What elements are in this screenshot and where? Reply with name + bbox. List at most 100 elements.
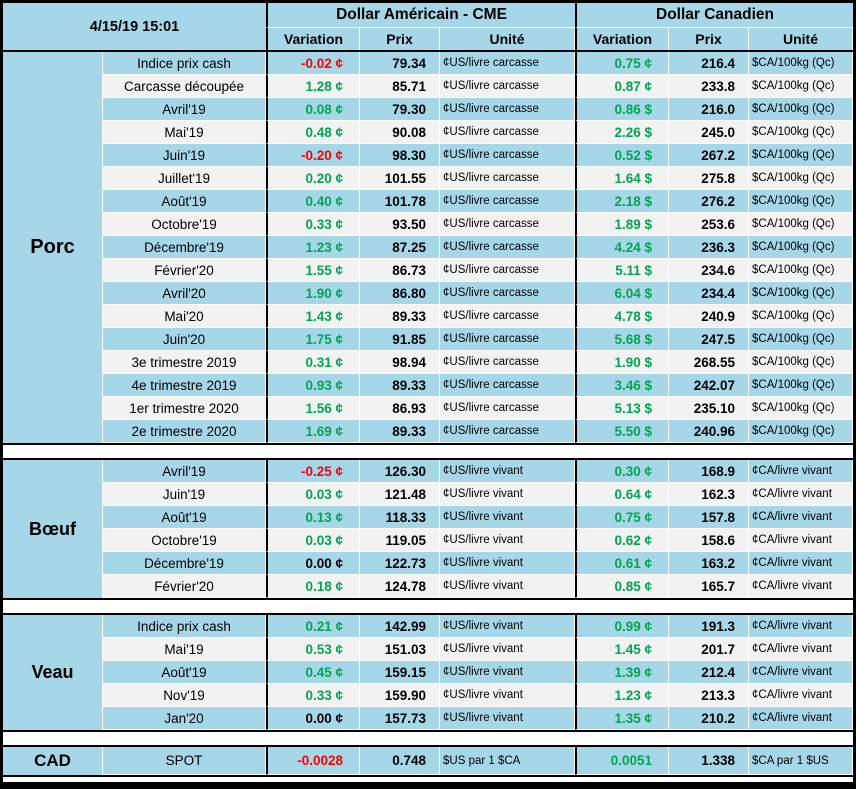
cad-variation-cell: 0.61 ¢ <box>575 552 669 575</box>
cad-unit-cell: $CA/100kg (Qc) <box>749 190 853 213</box>
usd-variation-cell: 0.08 ¢ <box>266 98 360 121</box>
usd-price-cell: 91.85 <box>360 328 440 351</box>
cad-unit-cell: $CA/100kg (Qc) <box>749 98 853 121</box>
usd-unit-cell: ¢US/livre carcasse <box>440 328 575 351</box>
usd-variation-cell: 1.69 ¢ <box>266 420 360 443</box>
row-label-cell: 3e trimestre 2019 <box>103 351 266 374</box>
row-label-cell: Juin'20 <box>103 328 266 351</box>
usd-variation-cell: 1.23 ¢ <box>266 236 360 259</box>
usd-unit-cell: ¢US/livre vivant <box>440 552 575 575</box>
cad-unit-cell: $CA/100kg (Qc) <box>749 282 853 305</box>
cad-unit-cell: ¢CA/livre vivant <box>749 483 853 506</box>
cad-variation-cell: 0.52 $ <box>575 144 669 167</box>
usd-price-cell: 126.30 <box>360 460 440 483</box>
cad-unit-cell: $CA/100kg (Qc) <box>749 328 853 351</box>
usd-unit-cell: ¢US/livre carcasse <box>440 121 575 144</box>
cad-price-cell: 233.8 <box>669 75 749 98</box>
cad-unit-cell: $CA/100kg (Qc) <box>749 52 853 75</box>
usd-unit-cell: ¢US/livre carcasse <box>440 374 575 397</box>
usd-variation-cell: 0.40 ¢ <box>266 190 360 213</box>
cad-unit-cell: ¢CA/livre vivant <box>749 684 853 707</box>
usd-unit-cell: ¢US/livre carcasse <box>440 98 575 121</box>
usd-unit-cell: ¢US/livre vivant <box>440 661 575 684</box>
usd-unit-cell: ¢US/livre carcasse <box>440 282 575 305</box>
cad-price-cell: 1.338 <box>669 747 749 775</box>
usd-unit-cell: ¢US/livre vivant <box>440 506 575 529</box>
cad-variation-cell: 5.68 $ <box>575 328 669 351</box>
usd-variation-cell: 0.48 ¢ <box>266 121 360 144</box>
cad-unit-cell: $CA/100kg (Qc) <box>749 351 853 374</box>
usd-price-cell: 122.73 <box>360 552 440 575</box>
cad-unit-cell: ¢CA/livre vivant <box>749 552 853 575</box>
row-label-cell: Octobre'19 <box>103 213 266 236</box>
row-label-cell: Juillet'19 <box>103 167 266 190</box>
usd-price-cell: 90.08 <box>360 121 440 144</box>
row-label-cell: Décembre'19 <box>103 236 266 259</box>
row-label-cell: Juin'19 <box>103 483 266 506</box>
cad-price-cell: 235.10 <box>669 397 749 420</box>
cad-variation-cell: 5.50 $ <box>575 420 669 443</box>
cad-prix-header: Prix <box>669 28 749 50</box>
cad-variation-cell: 1.35 ¢ <box>575 707 669 730</box>
cad-variation-cell: 4.78 $ <box>575 305 669 328</box>
commodity-section: Veau Indice prix cash 0.21 ¢ 142.99 ¢US/livr… <box>3 615 853 730</box>
cad-variation-cell: 1.64 $ <box>575 167 669 190</box>
cad-price-cell: 234.4 <box>669 282 749 305</box>
usd-variation-cell: 0.00 ¢ <box>266 707 360 730</box>
row-label-cell: 1er trimestre 2020 <box>103 397 266 420</box>
usd-unit-cell: ¢US/livre carcasse <box>440 75 575 98</box>
usd-variation-cell: 1.90 ¢ <box>266 282 360 305</box>
usd-variation-cell: 0.20 ¢ <box>266 167 360 190</box>
usd-price-cell: 157.73 <box>360 707 440 730</box>
usd-unite-header: Unité <box>440 28 575 50</box>
cad-price-cell: 240.96 <box>669 420 749 443</box>
row-label-cell: Août'19 <box>103 506 266 529</box>
cad-unit-cell: ¢CA/livre vivant <box>749 460 853 483</box>
cad-variation-cell: 1.90 $ <box>575 351 669 374</box>
usd-unit-cell: ¢US/livre carcasse <box>440 236 575 259</box>
cad-price-cell: 157.8 <box>669 506 749 529</box>
cad-variation-cell: 0.75 ¢ <box>575 52 669 75</box>
usd-variation-cell: 0.03 ¢ <box>266 529 360 552</box>
usd-unit-cell: ¢US/livre vivant <box>440 615 575 638</box>
usd-variation-cell: -0.20 ¢ <box>266 144 360 167</box>
usd-price-cell: 86.80 <box>360 282 440 305</box>
bottom-strip <box>3 775 853 782</box>
usd-price-cell: 159.15 <box>360 661 440 684</box>
usd-price-cell: 124.78 <box>360 575 440 598</box>
cad-price-cell: 163.2 <box>669 552 749 575</box>
cad-unite-header: Unité <box>749 28 853 50</box>
usd-variation-cell: 0.13 ¢ <box>266 506 360 529</box>
usd-price-cell: 0.748 <box>360 747 440 775</box>
section-label: Bœuf <box>3 460 103 598</box>
usd-variation-cell: -0.0028 <box>266 747 360 775</box>
usd-price-cell: 79.34 <box>360 52 440 75</box>
usd-unit-cell: ¢US/livre carcasse <box>440 397 575 420</box>
usd-price-cell: 101.78 <box>360 190 440 213</box>
cad-variation-cell: 1.39 ¢ <box>575 661 669 684</box>
cad-price-cell: 162.3 <box>669 483 749 506</box>
cad-unit-cell: $CA/100kg (Qc) <box>749 374 853 397</box>
row-label-cell: Nov'19 <box>103 684 266 707</box>
usd-variation-cell: 1.55 ¢ <box>266 259 360 282</box>
usd-variation-cell: 0.21 ¢ <box>266 615 360 638</box>
usd-unit-cell: ¢US/livre carcasse <box>440 305 575 328</box>
section-separator <box>3 598 853 615</box>
cad-variation-cell: 1.23 ¢ <box>575 684 669 707</box>
usd-unit-cell: ¢US/livre vivant <box>440 460 575 483</box>
cad-price-cell: 165.7 <box>669 575 749 598</box>
cad-price-cell: 267.2 <box>669 144 749 167</box>
usd-unit-cell: ¢US/livre carcasse <box>440 259 575 282</box>
usd-variation-cell: 0.53 ¢ <box>266 638 360 661</box>
usd-price-cell: 79.30 <box>360 98 440 121</box>
row-label-cell: Avril'20 <box>103 282 266 305</box>
cad-variation-cell: 2.26 $ <box>575 121 669 144</box>
row-label-cell: 4e trimestre 2019 <box>103 374 266 397</box>
row-label-cell: Indice prix cash <box>103 52 266 75</box>
cad-price-cell: 234.6 <box>669 259 749 282</box>
row-label-cell: Mai'19 <box>103 121 266 144</box>
usd-price-cell: 89.33 <box>360 374 440 397</box>
cad-unit-cell: ¢CA/livre vivant <box>749 575 853 598</box>
row-label-cell: SPOT <box>103 747 266 775</box>
